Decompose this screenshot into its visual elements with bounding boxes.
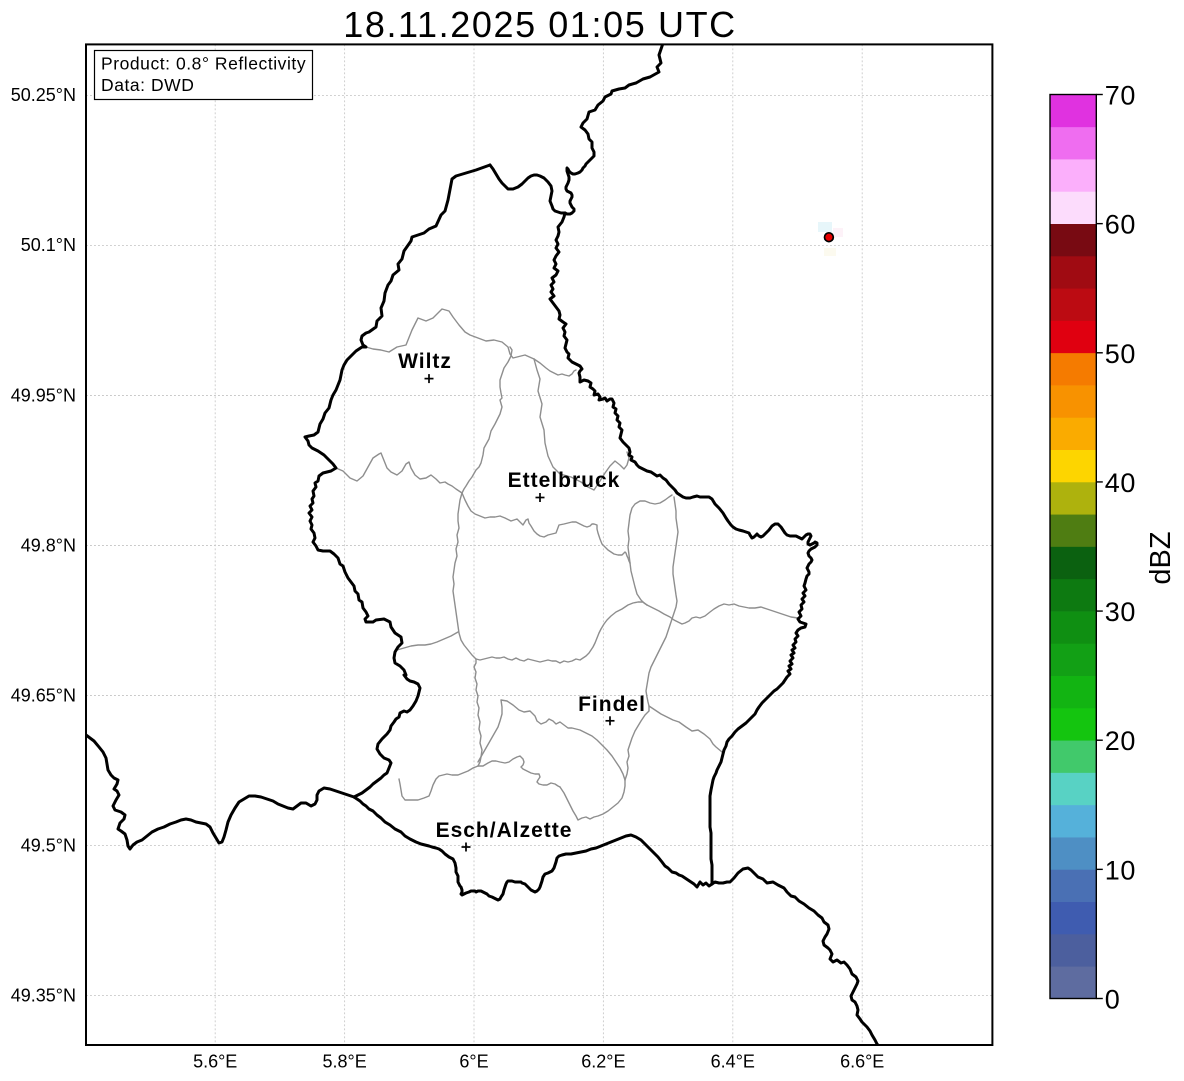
svg-text:Ettelbruck: Ettelbruck (508, 469, 621, 492)
svg-text:6.2°E: 6.2°E (581, 1052, 625, 1072)
svg-text:49.95°N: 49.95°N (11, 385, 76, 405)
svg-text:dBZ: dBZ (1145, 531, 1177, 584)
svg-text:70: 70 (1105, 81, 1136, 111)
svg-text:6.6°E: 6.6°E (840, 1052, 884, 1072)
svg-text:50.1°N: 50.1°N (21, 235, 76, 255)
svg-text:40: 40 (1105, 468, 1136, 498)
svg-text:6.4°E: 6.4°E (711, 1052, 755, 1072)
svg-text:30: 30 (1105, 597, 1136, 627)
svg-text:49.8°N: 49.8°N (21, 535, 76, 555)
svg-text:49.5°N: 49.5°N (21, 835, 76, 855)
svg-text:60: 60 (1105, 210, 1136, 240)
svg-text:49.35°N: 49.35°N (11, 985, 76, 1005)
svg-text:0: 0 (1105, 985, 1121, 1015)
svg-text:20: 20 (1105, 726, 1136, 756)
svg-text:50.25°N: 50.25°N (11, 85, 76, 105)
svg-text:Data: DWD: Data: DWD (101, 75, 194, 95)
svg-text:Wiltz: Wiltz (398, 350, 452, 373)
svg-text:Product: 0.8° Reflectivity: Product: 0.8° Reflectivity (101, 54, 306, 74)
svg-text:6°E: 6°E (459, 1052, 488, 1072)
svg-text:Findel: Findel (578, 693, 646, 716)
svg-text:50: 50 (1105, 339, 1136, 369)
svg-text:10: 10 (1105, 855, 1136, 885)
svg-text:5.8°E: 5.8°E (322, 1052, 366, 1072)
svg-text:49.65°N: 49.65°N (11, 685, 76, 705)
svg-text:18.11.2025 01:05 UTC: 18.11.2025 01:05 UTC (343, 4, 737, 45)
svg-text:Esch/Alzette: Esch/Alzette (436, 819, 573, 842)
svg-text:5.6°E: 5.6°E (193, 1052, 237, 1072)
